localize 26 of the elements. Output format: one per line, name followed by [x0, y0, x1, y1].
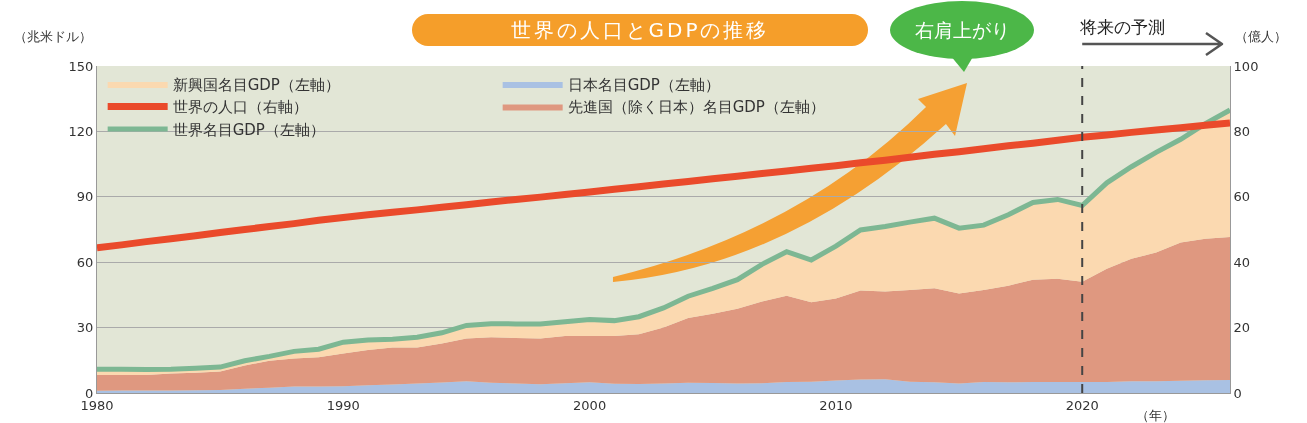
y-tick-label: 60	[76, 254, 94, 270]
legend-label: 先進国（除く日本）名目GDP（左軸）	[567, 98, 825, 117]
y-tick-label: 30	[76, 320, 94, 336]
legend-label: 日本名目GDP（左軸）	[567, 75, 720, 94]
y-tick-label: 120	[68, 123, 94, 139]
text: 右肩上がり	[914, 19, 1010, 41]
x-tick-label: 2010	[819, 397, 853, 413]
x-tick-label: 1990	[326, 397, 360, 413]
legend-label: 世界名目GDP（左軸）	[172, 120, 325, 139]
x-axis-title: （年）	[1136, 408, 1175, 423]
y2-tick-label: 100	[1233, 58, 1259, 74]
y2-tick-label: 80	[1233, 123, 1251, 139]
legend-label: 新興国名目GDP（左軸）	[172, 75, 340, 94]
legend-label: 世界の人口（右軸）	[172, 98, 308, 117]
y2-tick-label: 60	[1233, 189, 1251, 205]
y2-tick-label: 40	[1233, 254, 1251, 270]
y2-tick-label: 0	[1233, 385, 1242, 401]
x-tick-label: 2000	[573, 397, 607, 413]
x-tick-label: 2020	[1065, 397, 1099, 413]
y-tick-label: 90	[76, 189, 94, 205]
y-tick-label: 150	[68, 58, 94, 74]
y-axis-title: （兆米ドル）	[14, 29, 92, 44]
y2-axis-title: （億人）	[1235, 29, 1287, 44]
ref-line-label: 将来の予測	[1079, 17, 1166, 37]
chart-title: 世界の人口とGDPの推移	[412, 14, 868, 46]
y2-tick-label: 20	[1233, 320, 1251, 336]
